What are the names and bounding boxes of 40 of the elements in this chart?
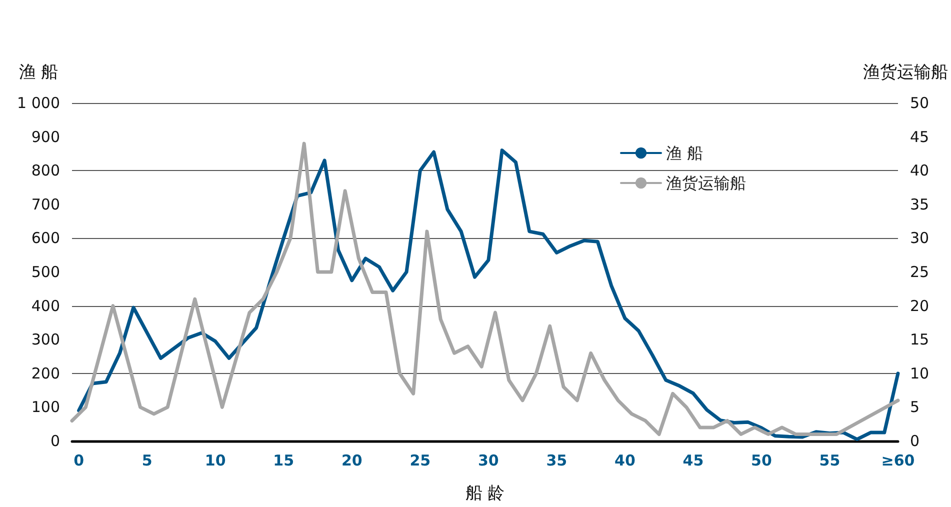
y-tick-label: 500 <box>31 263 60 281</box>
y-tick-label: 900 <box>31 128 60 146</box>
x-tick-label: 5 <box>142 452 152 470</box>
legend-label: 渔 船 <box>666 144 704 162</box>
x-tick-label: 55 <box>819 452 840 470</box>
y-axis-title: 渔 船 <box>18 62 58 82</box>
y2-tick-label: 0 <box>910 432 920 450</box>
y-tick-label: 800 <box>31 162 60 180</box>
y2-tick-label: 45 <box>910 128 930 146</box>
y2-tick-label: 40 <box>910 162 930 180</box>
x-tick-label: 10 <box>204 452 226 470</box>
y-tick-label: 100 <box>31 398 60 416</box>
x-tick-label: ≥60 <box>881 452 915 470</box>
y-tick-label: 200 <box>31 364 60 382</box>
x-tick-label: 45 <box>682 452 704 470</box>
y-tick-label: 0 <box>50 432 60 450</box>
x-tick-label: 0 <box>74 452 84 470</box>
legend-label: 渔货运输船 <box>666 174 746 192</box>
y-tick-label: 700 <box>31 195 60 214</box>
y2-tick-label: 15 <box>910 330 930 349</box>
y-tick-label: 400 <box>31 296 60 315</box>
y-tick-label: 1 000 <box>17 94 60 112</box>
x-tick-label: 40 <box>614 452 636 470</box>
y-tick-label: 300 <box>31 330 60 349</box>
y2-axis-title: 渔货运输船 <box>863 62 948 82</box>
x-tick-label: 15 <box>273 452 294 470</box>
y2-tick-label: 50 <box>910 94 930 112</box>
x-tick-label: 35 <box>546 452 568 470</box>
y2-tick-label: 5 <box>910 398 920 416</box>
y2-tick-label: 25 <box>910 263 930 281</box>
x-tick-label: 20 <box>341 452 362 470</box>
y2-tick-label: 10 <box>910 364 930 382</box>
x-tick-label: 25 <box>410 452 431 470</box>
y2-tick-label: 30 <box>910 229 930 248</box>
x-tick-label: 30 <box>478 452 499 470</box>
y-tick-label: 600 <box>31 229 60 248</box>
x-tick-label: 50 <box>751 452 772 470</box>
y2-tick-label: 20 <box>910 296 930 315</box>
y2-tick-label: 35 <box>910 195 930 214</box>
x-axis-title: 船 龄 <box>465 484 505 504</box>
